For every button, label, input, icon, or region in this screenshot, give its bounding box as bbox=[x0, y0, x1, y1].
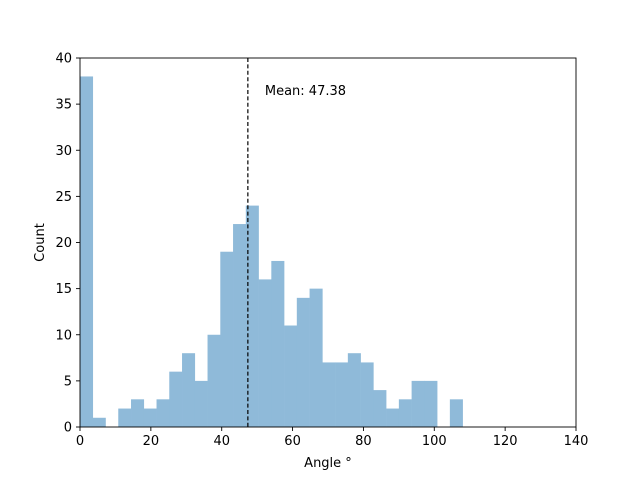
histogram-bars bbox=[80, 76, 463, 428]
x-tick-label: 0 bbox=[76, 434, 84, 449]
histogram-bar bbox=[182, 353, 196, 427]
histogram-bar bbox=[360, 362, 374, 427]
y-tick-label: 10 bbox=[55, 328, 72, 343]
histogram-bar bbox=[322, 362, 336, 427]
histogram-bar bbox=[373, 390, 387, 427]
x-tick-label: 100 bbox=[422, 434, 447, 449]
y-tick-label: 25 bbox=[55, 190, 72, 205]
y-tick-label: 5 bbox=[64, 374, 72, 389]
histogram-bar bbox=[258, 279, 272, 427]
x-tick-label: 40 bbox=[213, 434, 230, 449]
histogram-bar bbox=[118, 408, 132, 427]
x-tick-label: 60 bbox=[284, 434, 301, 449]
x-axis-label: Angle ° bbox=[304, 456, 352, 471]
histogram-bar bbox=[156, 399, 170, 427]
histogram-bar bbox=[411, 380, 425, 428]
y-tick-label: 40 bbox=[55, 52, 72, 67]
histogram-bar bbox=[449, 399, 463, 427]
x-tick-label: 120 bbox=[493, 434, 518, 449]
x-tick-label: 20 bbox=[143, 434, 160, 449]
histogram-bar bbox=[169, 371, 183, 427]
histogram-bar bbox=[335, 362, 349, 427]
x-tick-label: 80 bbox=[355, 434, 372, 449]
histogram-bar bbox=[386, 408, 400, 427]
histogram-bar bbox=[233, 224, 247, 427]
histogram-bar bbox=[296, 297, 310, 427]
histogram-bar bbox=[194, 380, 208, 428]
y-tick-label: 35 bbox=[55, 98, 72, 113]
y-axis-label: Count bbox=[33, 223, 48, 262]
y-tick-label: 15 bbox=[55, 282, 72, 297]
histogram-bar bbox=[143, 408, 157, 427]
plot-area: Mean: 47.38 bbox=[79, 57, 577, 428]
histogram-bar bbox=[424, 380, 438, 428]
histogram-bar bbox=[92, 417, 106, 427]
histogram-bar bbox=[245, 205, 259, 427]
mean-annotation: Mean: 47.38 bbox=[265, 84, 346, 99]
histogram-bar bbox=[131, 399, 145, 427]
histogram-bar bbox=[220, 251, 234, 427]
y-tick-label: 30 bbox=[55, 144, 72, 159]
histogram-bar bbox=[284, 325, 298, 427]
x-tick-label: 140 bbox=[564, 434, 589, 449]
y-tick-label: 0 bbox=[64, 421, 72, 436]
histogram-bar bbox=[80, 76, 94, 427]
histogram-bar bbox=[309, 288, 323, 428]
y-tick-label: 20 bbox=[55, 236, 72, 251]
histogram-bar bbox=[398, 399, 412, 427]
x-axis-ticks: 0 20 40 60 80 100 120 140 bbox=[76, 427, 589, 449]
y-axis-ticks: 0 5 10 15 20 25 30 35 40 bbox=[55, 52, 80, 436]
histogram-bar bbox=[271, 260, 285, 427]
histogram-bar bbox=[347, 353, 361, 427]
histogram-bar bbox=[207, 334, 221, 427]
